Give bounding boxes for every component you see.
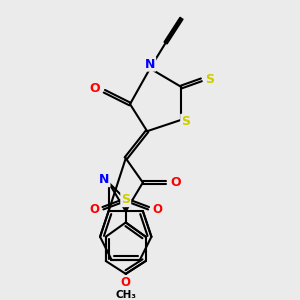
Text: O: O	[89, 82, 100, 95]
Text: S: S	[181, 115, 190, 128]
Text: O: O	[152, 203, 162, 216]
Text: O: O	[170, 176, 181, 189]
Text: N: N	[99, 173, 110, 186]
Text: S: S	[121, 193, 130, 206]
Text: O: O	[121, 276, 131, 289]
Text: S: S	[206, 73, 214, 86]
Text: CH₃: CH₃	[115, 290, 136, 300]
Text: N: N	[145, 58, 155, 71]
Text: O: O	[89, 203, 99, 216]
